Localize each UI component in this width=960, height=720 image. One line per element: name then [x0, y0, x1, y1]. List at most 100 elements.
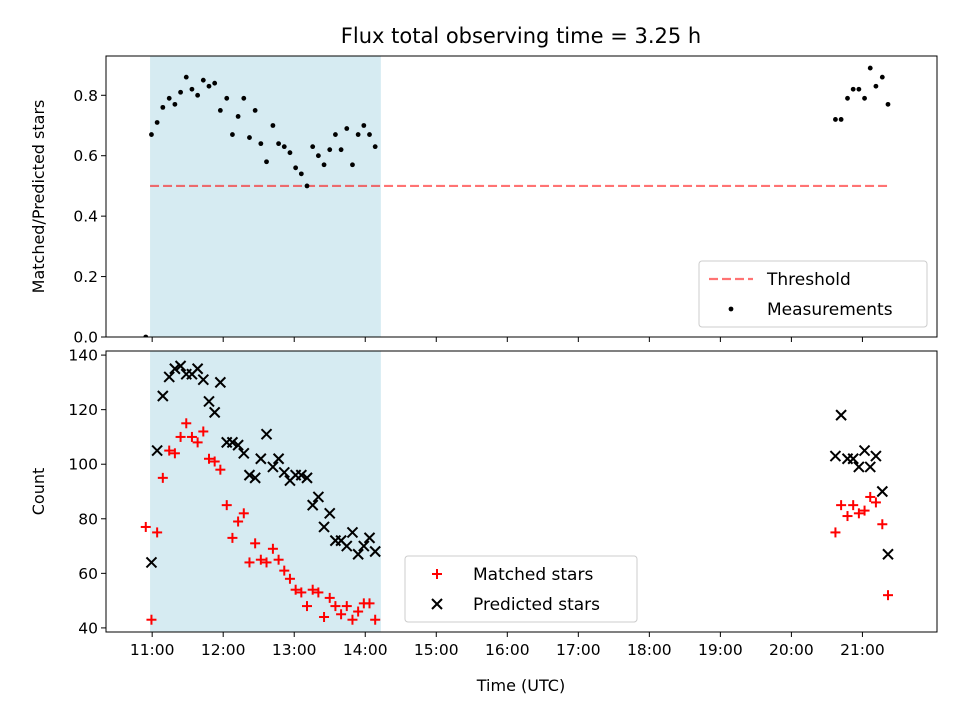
- bottom-s1-point-27: [301, 472, 313, 484]
- top-s0-point-45: [856, 86, 862, 92]
- bottom-s1-point-2-b: [157, 390, 169, 402]
- bottom-s0-point-13: [215, 464, 226, 475]
- bottom-s0-point-30: [313, 587, 324, 598]
- top-y-tick-label-3: 0.6: [73, 147, 98, 165]
- chart-title: Flux total observing time = 3.25 h: [341, 24, 701, 48]
- top-s0-point-16: [235, 114, 241, 119]
- top-s0-point-6: [178, 89, 183, 95]
- bottom-s0-point-12: [209, 456, 220, 467]
- bottom-s1-point-3-b: [163, 371, 175, 383]
- bottom-s0-point-48: [870, 497, 881, 508]
- bottom-s0-point-32: [324, 592, 335, 603]
- bottom-s1-point-16: [238, 447, 250, 460]
- bottom-s1-point-30-b: [318, 521, 330, 533]
- bottom-s1-point-47-b: [870, 450, 882, 462]
- top-s0-point-14: [224, 95, 230, 101]
- bottom-s1-point-46: [864, 461, 876, 473]
- top-series-0: [143, 65, 891, 337]
- bottom-s1-point-35: [346, 526, 359, 539]
- bottom-s1-point-21-b: [267, 461, 279, 473]
- top-s0-point-15: [230, 132, 235, 137]
- bottom-s1-point-9: [197, 373, 210, 386]
- bottom-s0-point-14: [221, 500, 232, 511]
- bottom-s1-point-8: [191, 363, 204, 375]
- bottom-s0-point-24: [279, 565, 290, 576]
- top-s0-point-12: [212, 80, 218, 86]
- top-s0-point-22: [270, 123, 276, 128]
- top-legend-handle-1: [728, 306, 734, 312]
- bottom-s1-point-35-b: [346, 526, 359, 539]
- bottom-s0-point-35: [341, 601, 352, 612]
- x-tick-label-10: 21:00: [840, 641, 885, 659]
- bottom-s1-point-33-b: [335, 534, 347, 547]
- bottom-s1-point-37-b: [358, 540, 370, 552]
- bottom-highlight-span: [150, 351, 381, 632]
- bottom-s0-point-42: [836, 500, 847, 511]
- bottom-s0-point-5: [169, 448, 180, 459]
- bottom-s0-point-16: [233, 516, 244, 527]
- bottom-s0-point-21: [261, 557, 272, 568]
- bottom-s1-point-4: [169, 363, 181, 375]
- x-tick-label-6: 17:00: [556, 641, 601, 659]
- top-s0-point-30: [315, 153, 321, 159]
- bottom-s1-point-45: [858, 444, 871, 457]
- bottom-s0-point-41: [830, 527, 841, 538]
- bottom-s0-point-15: [227, 532, 238, 543]
- top-legend: Threshold Measurements: [698, 260, 928, 328]
- bottom-s1-point-41: [835, 409, 847, 421]
- top-s0-point-21: [264, 159, 269, 165]
- bottom-s1-point-12-b: [214, 376, 227, 389]
- top-legend-label-0: Threshold: [766, 270, 851, 290]
- bottom-s1-point-11: [208, 406, 221, 419]
- bottom-s1-point-0-b: [145, 556, 158, 569]
- bottom-plot-area: [140, 360, 894, 625]
- top-legend-box: [698, 260, 928, 328]
- bottom-s0-point-8: [186, 431, 197, 442]
- top-s0-point-29: [310, 144, 316, 150]
- bottom-s1-point-18: [249, 472, 261, 484]
- bottom-s0-point-18: [244, 557, 255, 568]
- bottom-s0-point-0: [140, 521, 151, 532]
- bottom-s1-point-40: [829, 450, 842, 462]
- bottom-s1-point-44-b: [853, 461, 865, 473]
- bottom-s0-point-22: [267, 543, 278, 554]
- bottom-y-tick-label-0: 40: [78, 619, 98, 637]
- bottom-s1-point-28-b: [306, 499, 319, 511]
- top-s0-point-20: [258, 141, 264, 147]
- bottom-s1-point-19-b: [255, 453, 267, 465]
- top-s0-point-23: [276, 141, 281, 147]
- bottom-s1-point-20: [260, 428, 273, 440]
- bottom-y-tick-label-3: 100: [68, 456, 98, 474]
- bottom-s0-point-23: [273, 554, 284, 565]
- bottom-s1-point-36-b: [352, 548, 364, 560]
- bottom-y-tick-label-5: 140: [68, 347, 98, 365]
- bottom-axes-frame: [105, 350, 938, 633]
- bottom-legend-label-0: Matched stars: [473, 565, 593, 585]
- bottom-s1-point-31: [324, 507, 336, 520]
- bottom-s1-point-21: [267, 461, 279, 473]
- top-s0-point-9: [195, 92, 201, 98]
- bottom-legend-label-1: Predicted stars: [473, 595, 600, 615]
- top-s0-point-26: [293, 165, 299, 171]
- bottom-s0-point-17: [238, 508, 249, 519]
- top-s0-point-18: [247, 135, 252, 140]
- top-s0-point-25: [287, 150, 293, 156]
- top-axes-frame: [105, 55, 938, 338]
- bottom-s0-point-26: [290, 584, 301, 595]
- bottom-s0-point-1: [146, 614, 157, 625]
- bottom-s1-point-39-b: [369, 545, 381, 558]
- bottom-s1-point-40-b: [829, 450, 842, 462]
- bottom-s0-point-7: [181, 418, 192, 429]
- top-s0-point-41: [833, 117, 838, 122]
- bottom-s1-point-19: [255, 453, 267, 465]
- top-s0-point-49: [879, 74, 885, 80]
- top-s0-point-37: [355, 132, 361, 137]
- top-s0-point-46: [862, 95, 867, 101]
- bottom-s1-point-29-b: [312, 491, 325, 503]
- top-s0-point-13: [217, 107, 223, 113]
- bottom-s0-point-34: [336, 609, 347, 620]
- top-s0-point-38: [361, 123, 367, 128]
- bottom-y-tick-label-4: 120: [68, 401, 98, 419]
- bottom-s1-point-12: [214, 376, 227, 389]
